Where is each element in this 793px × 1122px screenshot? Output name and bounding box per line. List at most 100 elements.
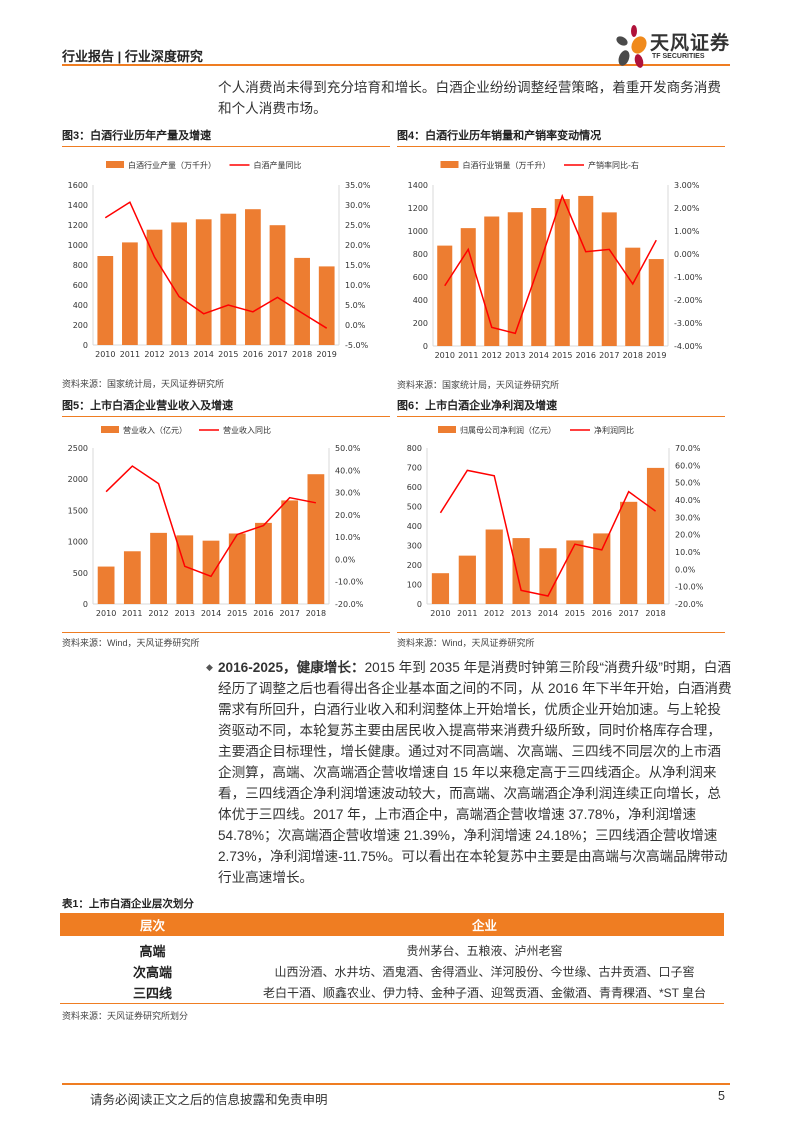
bar: [220, 213, 237, 345]
y-right-tick-label: 20.0%: [675, 531, 701, 540]
body-lead: 2016-2025，健康增长：: [218, 660, 365, 675]
x-tick-label: 2013: [175, 609, 195, 618]
x-tick-label: 2010: [96, 609, 116, 618]
x-tick-label: 2018: [292, 350, 312, 359]
y-right-tick-label: 30.0%: [335, 489, 361, 498]
logo-text-cn: 天风证券: [650, 33, 731, 54]
line-series: [105, 465, 317, 578]
y-left-tick-label: 400: [413, 296, 428, 305]
page-number: 5: [718, 1089, 725, 1103]
bar: [458, 555, 476, 604]
bar: [146, 229, 163, 345]
y-right-tick-label: -20.0%: [675, 600, 704, 609]
y-right-tick-label: 30.0%: [345, 201, 371, 210]
bar: [202, 540, 220, 604]
table-title: 表1：上市白酒企业层次划分: [62, 898, 194, 910]
y-left-tick-label: 600: [73, 281, 88, 290]
x-tick-label: 2011: [457, 609, 477, 618]
legend-line-label: 产销率同比-右: [588, 160, 639, 170]
y-left-tick-label: 0: [83, 341, 88, 350]
bar: [437, 245, 453, 346]
legend-line-label: 白酒产量同比: [254, 160, 302, 170]
line-series: [439, 469, 656, 597]
legend-bar-label: 白酒行业产量（万千升）: [128, 160, 216, 170]
x-tick-label: 2015: [227, 609, 247, 618]
y-right-tick-label: 35.0%: [345, 181, 371, 190]
x-tick-label: 2013: [511, 609, 531, 618]
bar: [531, 208, 547, 346]
bar: [269, 225, 286, 345]
y-left-tick-label: 800: [407, 444, 422, 453]
y-right-tick-label: 0.00%: [674, 250, 700, 259]
y-left-tick-label: 1500: [68, 506, 88, 515]
x-tick-label: 2015: [565, 609, 585, 618]
bar: [255, 522, 272, 604]
companies-cell: 贵州茅台、五粮液、泸州老窖: [406, 944, 563, 958]
source-divider: [397, 632, 725, 633]
y-left-tick-label: 600: [407, 483, 422, 492]
tier-cell: 高端: [139, 944, 166, 959]
legend-line-label: 营业收入同比: [223, 425, 271, 435]
y-right-tick-label: -1.00%: [674, 273, 703, 282]
table-row: 高端 贵州茅台、五粮液、泸州老窖: [60, 936, 724, 961]
bar: [245, 209, 261, 345]
y-right-tick-label: 20.0%: [335, 511, 361, 520]
x-tick-label: 2017: [267, 350, 287, 359]
companies-cell: 山西汾酒、水井坊、酒鬼酒、舍得酒业、洋河股份、今世缘、古井贡酒、口子窖: [274, 965, 695, 979]
x-tick-label: 2014: [201, 609, 221, 618]
line-series: [104, 201, 328, 329]
y-left-tick-label: 0: [83, 600, 88, 609]
chart-source: 资料来源：Wind，天风证券研究所: [62, 638, 200, 648]
y-left-tick-label: 200: [413, 319, 428, 328]
footer-disclaimer: 请务必阅读正文之后的信息披露和免责申明: [90, 1093, 328, 1107]
company-logo: 天风证券 TF SECURITIES: [612, 24, 732, 68]
x-tick-label: 2012: [482, 351, 502, 360]
bar: [97, 256, 114, 345]
y-left-tick-label: 600: [413, 273, 428, 282]
legend-line-label: 净利润同比: [594, 425, 634, 435]
x-tick-label: 2019: [646, 351, 666, 360]
bar: [123, 551, 141, 604]
y-right-tick-label: 30.0%: [675, 513, 701, 522]
x-tick-label: 2014: [529, 351, 549, 360]
y-left-tick-label: 1200: [408, 204, 428, 213]
table-header-companies: 企业: [245, 913, 724, 936]
legend-bar-swatch: [438, 426, 456, 433]
y-left-tick-label: 100: [407, 581, 422, 590]
logo-petals-icon: [616, 25, 647, 68]
top-paragraph: 个人消费尚未得到充分培育和增长。白酒企业纷纷调整经营策略，着重开发商务消费和个人…: [218, 80, 721, 116]
bar: [97, 566, 115, 604]
x-tick-label: 2018: [645, 609, 665, 618]
y-right-tick-label: 5.0%: [345, 301, 366, 310]
x-tick-label: 2011: [122, 609, 142, 618]
y-left-tick-label: 800: [413, 250, 428, 259]
body-text: 2015 年到 2035 年是消费时钟第三阶段“消费升级”时期，白酒经历了调整之…: [218, 660, 732, 885]
bar: [601, 212, 617, 346]
y-right-tick-label: 15.0%: [345, 261, 371, 270]
y-right-tick-label: -20.0%: [335, 600, 364, 609]
bar: [307, 474, 325, 604]
bar: [294, 257, 310, 345]
report-header-title: 行业报告 | 行业深度研究: [62, 49, 203, 64]
y-left-tick-label: 1200: [68, 221, 88, 230]
x-tick-label: 2019: [317, 350, 337, 359]
bar: [554, 199, 570, 346]
logo-text-en: TF SECURITIES: [652, 53, 705, 60]
bar: [507, 212, 523, 346]
y-left-tick-label: 0: [423, 342, 428, 351]
legend-bar-label: 归属母公司净利润（亿元）: [460, 425, 556, 435]
y-right-tick-label: 50.0%: [335, 444, 361, 453]
y-right-tick-label: 0.0%: [675, 565, 696, 574]
source-divider: [62, 632, 390, 633]
y-left-tick-label: 200: [407, 561, 422, 570]
bar: [566, 540, 584, 604]
x-tick-label: 2011: [120, 350, 140, 359]
x-tick-label: 2015: [218, 350, 238, 359]
x-tick-label: 2011: [458, 351, 478, 360]
y-left-tick-label: 500: [73, 569, 88, 578]
bar: [228, 533, 246, 604]
bar: [171, 222, 187, 345]
footer-divider: [62, 1083, 730, 1085]
x-tick-label: 2017: [599, 351, 619, 360]
y-right-tick-label: 10.0%: [675, 548, 701, 557]
